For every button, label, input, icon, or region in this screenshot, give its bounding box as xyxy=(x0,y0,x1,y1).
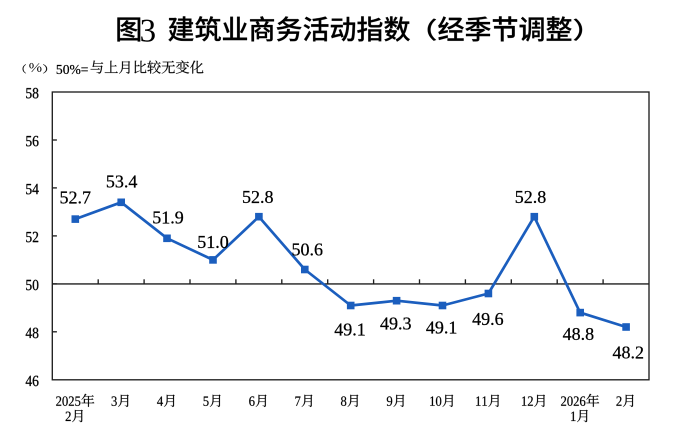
svg-text:48.2: 48.2 xyxy=(612,343,644,363)
svg-text:52.8: 52.8 xyxy=(242,187,274,207)
svg-text:49.6: 49.6 xyxy=(472,309,504,329)
svg-text:49.1: 49.1 xyxy=(426,318,458,338)
svg-text:53.4: 53.4 xyxy=(106,171,138,191)
svg-text:49.3: 49.3 xyxy=(380,313,412,333)
svg-text:52.8: 52.8 xyxy=(515,187,547,207)
svg-text:51.9: 51.9 xyxy=(152,208,184,228)
svg-text:50.6: 50.6 xyxy=(292,239,324,259)
svg-text:49.1: 49.1 xyxy=(334,320,366,340)
svg-text:51.0: 51.0 xyxy=(197,232,229,252)
svg-text:52.7: 52.7 xyxy=(59,188,91,208)
svg-text:50%=: 50%= xyxy=(56,62,89,77)
svg-text:48.8: 48.8 xyxy=(563,324,595,344)
